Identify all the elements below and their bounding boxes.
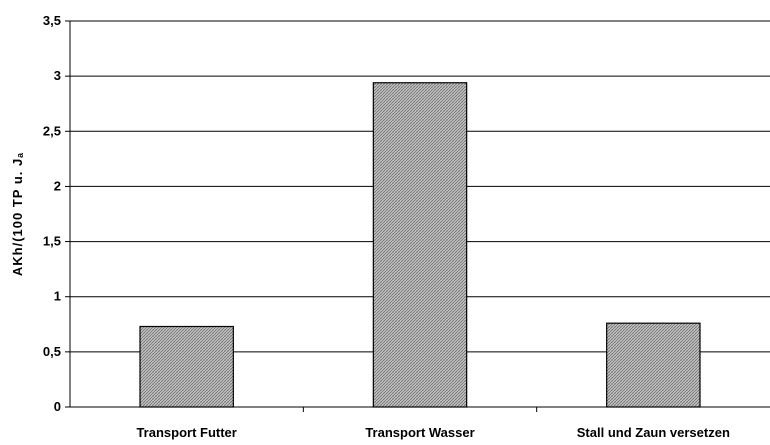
y-tick-label: 3 xyxy=(54,68,61,83)
y-tick-label: 0,5 xyxy=(43,344,61,359)
axes xyxy=(65,20,770,412)
bar xyxy=(139,325,234,408)
bars xyxy=(139,82,701,408)
y-tick-label: 0 xyxy=(54,399,61,414)
bar xyxy=(372,82,468,408)
x-tick-label: Transport Wasser xyxy=(365,425,474,440)
x-tick-label: Stall und Zaun versetzen xyxy=(577,425,730,440)
y-tick-label: 1 xyxy=(54,289,61,304)
y-tick-label: 2,5 xyxy=(43,123,61,138)
bar xyxy=(606,322,701,408)
y-axis-label: AKh/(100 TP u. Jₐ xyxy=(10,152,25,276)
y-tick-label: 1,5 xyxy=(43,234,61,249)
y-tick-label: 3,5 xyxy=(43,13,61,28)
y-tick-label: 2 xyxy=(54,178,61,193)
tick-labels: 0 0,5 1 1,5 2 2,5 3 3,5 Transport Futter Transpor… xyxy=(43,13,730,440)
x-tick-label: Transport Futter xyxy=(136,425,236,440)
